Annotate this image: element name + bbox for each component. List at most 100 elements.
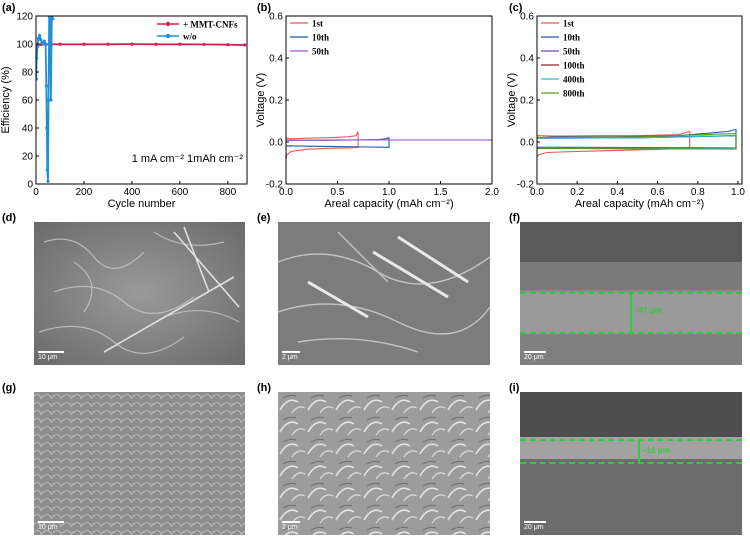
series-line-c-0	[537, 130, 691, 158]
legend-label-c-2: 50th	[563, 47, 580, 57]
series-point-a-1-1	[36, 56, 39, 60]
series-point-a-1-11	[45, 126, 49, 130]
y-axis-label-c: Voltage (V)	[506, 73, 518, 127]
y-tick-label-b-1: 0.0	[269, 138, 283, 149]
series-point-a-0-12	[226, 43, 230, 47]
x-tick-label-a-1: 200	[76, 187, 93, 198]
legend-label-a-0: + MMT-CNFs	[183, 20, 238, 30]
thickness-label-f: ~47 μm	[634, 306, 662, 315]
layer-boundary-top-i	[520, 439, 742, 441]
y-tick-label-a-5: 100	[16, 40, 33, 51]
y-tick-label-a-3: 60	[22, 96, 34, 107]
panel-label-d: (d)	[2, 212, 17, 224]
x-tick-label-b-4: 2.0	[485, 187, 499, 198]
x-tick-label-c-5: 1.0	[731, 187, 745, 198]
series-line-b-1	[286, 137, 390, 148]
x-tick-label-a-2: 400	[124, 187, 141, 198]
y-axis-label-a: Efficiency (%)	[0, 66, 12, 133]
panel-label-f: (f)	[509, 212, 520, 224]
sem-texture-d	[34, 222, 245, 365]
y-tick-label-a-1: 20	[22, 152, 34, 163]
series-line-c-5	[537, 133, 737, 150]
chart-a-efficiency: 0 200 400 600 800 0 20 40 60 80 100 120 Cycle number…	[0, 12, 248, 210]
series-point-a-1-14	[46, 98, 51, 102]
x-tick-label-a-0: 0	[33, 187, 39, 198]
sem-image-e: 2 μm	[278, 222, 490, 365]
y-tick-label-a-2: 40	[22, 124, 34, 135]
y-tick-label-b-4: 0.6	[269, 12, 283, 23]
y-tick-label-b-0: -0.2	[266, 180, 284, 191]
legend-label-c-5: 800th	[563, 89, 585, 99]
legend-label-a-1: w/o	[183, 32, 197, 42]
series-point-a-0-5	[58, 42, 62, 46]
scale-bar-d: 10 μm	[38, 354, 58, 361]
series-line-a-0	[36, 43, 245, 49]
x-tick-label-c-0: 0.0	[530, 187, 544, 198]
panel-label-e: (e)	[257, 212, 271, 224]
series-point-a-1-2	[36, 45, 40, 49]
sem-image-h: 2 μm	[278, 392, 490, 535]
series-point-a-1-9	[43, 42, 48, 46]
scale-bar-h: 2 μm	[282, 524, 298, 531]
series-point-a-1-19	[51, 17, 55, 21]
legend-label-c-4: 400th	[563, 75, 585, 85]
legend-label-b-0: 1st	[312, 19, 323, 29]
series-point-a-0-13	[243, 43, 247, 47]
thickness-arrow-i	[638, 441, 640, 462]
series-point-a-1-3	[36, 36, 40, 41]
series-point-a-1-7	[41, 42, 45, 46]
series-point-a-0-8	[130, 42, 134, 46]
series-point-a-1-8	[42, 39, 46, 43]
panel-label-b: (b)	[257, 2, 272, 14]
series-group-a	[36, 16, 247, 183]
thickness-label-i: ~16 μm	[642, 446, 670, 455]
x-tick-label-c-4: 0.8	[691, 187, 705, 198]
y-tick-label-b-3: 0.4	[269, 54, 283, 65]
sem-texture-g	[34, 392, 245, 535]
legend-marker-a-0	[165, 21, 171, 27]
series-point-a-1-17	[49, 98, 53, 102]
series-point-a-1-4	[37, 34, 42, 38]
y-tick-label-c-2: 0.2	[520, 96, 534, 107]
panel-label-g: (g)	[2, 382, 17, 394]
series-point-a-1-13	[46, 179, 50, 183]
layer-boundary-top-f	[520, 292, 742, 294]
y-tick-label-c-1: 0.0	[520, 138, 534, 149]
thickness-arrow-f	[630, 294, 632, 332]
y-tick-label-a-0: 0	[27, 180, 33, 191]
scale-bar-e: 2 μm	[282, 354, 298, 361]
panel-label-i: (i)	[509, 382, 520, 394]
x-tick-label-a-4: 800	[219, 187, 236, 198]
x-tick-label-c-3: 0.6	[651, 187, 665, 198]
scale-bar-i: 20 μm	[524, 524, 544, 531]
y-tick-label-c-4: 0.6	[520, 12, 534, 23]
panel-label-c: (c)	[509, 2, 523, 14]
legend-label-b-2: 50th	[312, 47, 329, 57]
chart-c-voltage-profiles: 0.0 0.2 0.4 0.6 0.8 1.0-0.20.00.20.40.6Areal …	[506, 12, 745, 211]
scale-bar-g: 10 μm	[38, 524, 58, 531]
series-group-b	[286, 131, 492, 159]
y-axis-label-b: Voltage (V)	[255, 73, 267, 127]
legend-label-c-3: 100th	[563, 61, 585, 71]
sem-image-d: 10 μm	[34, 222, 245, 365]
layer-boundary-bottom-f	[520, 332, 742, 334]
x-tick-label-c-2: 0.4	[610, 187, 624, 198]
sem-texture-e	[278, 222, 490, 365]
series-point-a-1-10	[44, 84, 48, 88]
series-group-c	[537, 128, 737, 158]
sem-texture-h	[278, 392, 490, 535]
legend-label-c-0: 1st	[563, 19, 574, 29]
series-line-c-1	[537, 128, 737, 149]
x-axis-label-a: Cycle number	[108, 198, 176, 210]
x-tick-label-b-2: 1.0	[382, 187, 396, 198]
panel-label-h: (h)	[257, 382, 272, 394]
series-line-b-0	[286, 131, 359, 159]
x-tick-label-b-0: 0.0	[279, 187, 293, 198]
series-point-a-0-6	[82, 42, 86, 46]
series-point-a-1-5	[39, 38, 43, 42]
y-tick-label-a-6: 120	[16, 12, 33, 23]
x-tick-label-c-1: 0.2	[570, 187, 584, 198]
x-axis-label-b: Areal capacity (mAh cm⁻²)	[324, 198, 453, 210]
y-tick-label-b-2: 0.2	[269, 96, 283, 107]
